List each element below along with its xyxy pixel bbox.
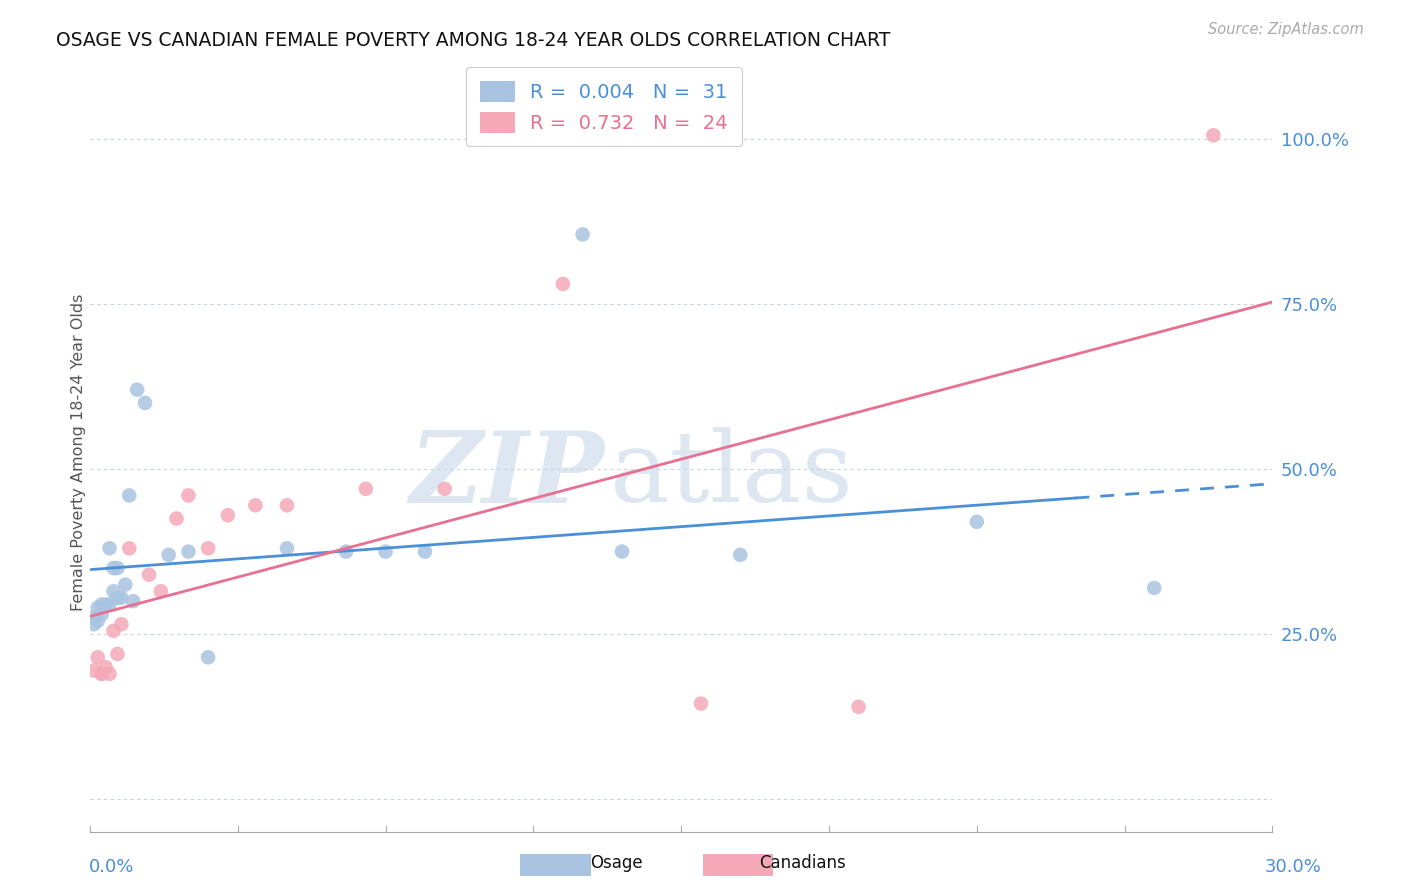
Point [551,277,574,291]
Point [276,541,298,556]
Point [87,614,110,628]
Point [107,647,129,661]
Point [87,600,110,615]
Text: ZIP: ZIP [409,427,605,524]
Point [689,697,711,711]
Text: Osage: Osage [591,855,643,872]
Point [354,482,377,496]
Point [217,508,239,523]
Point [197,541,219,556]
Point [166,511,188,525]
Point [730,548,752,562]
Point [610,544,633,558]
Text: Canadians: Canadians [759,855,846,872]
Point [90,598,112,612]
Point [87,650,110,665]
Point [114,577,136,591]
Text: 30.0%: 30.0% [1265,858,1322,876]
Point [138,567,160,582]
Point [83,617,105,632]
Point [134,396,156,410]
Point [107,591,129,605]
Point [433,482,456,496]
Point [98,666,121,681]
Point [149,584,172,599]
Point [966,515,988,529]
Point [90,666,112,681]
Point [83,664,105,678]
Point [103,624,125,638]
Point [245,499,267,513]
Point [413,544,436,558]
Point [98,541,121,556]
Point [83,610,105,624]
Point [103,584,125,599]
Point [94,660,117,674]
Point [276,499,298,513]
Text: OSAGE VS CANADIAN FEMALE POVERTY AMONG 18-24 YEAR OLDS CORRELATION CHART: OSAGE VS CANADIAN FEMALE POVERTY AMONG 1… [56,31,890,50]
Point [571,227,593,242]
Point [107,561,129,575]
Point [374,544,396,558]
Point [122,594,145,608]
Point [177,488,200,502]
Point [118,488,141,502]
Point [90,607,112,622]
Point [335,544,357,558]
Y-axis label: Female Poverty Among 18-24 Year Olds: Female Poverty Among 18-24 Year Olds [72,293,86,611]
Point [1143,581,1166,595]
Point [197,650,219,665]
Text: Source: ZipAtlas.com: Source: ZipAtlas.com [1208,22,1364,37]
Point [177,544,200,558]
Point [157,548,180,562]
Point [127,383,149,397]
Text: 0.0%: 0.0% [89,858,134,876]
Point [1202,128,1225,143]
Legend: R =  0.004   N =  31, R =  0.732   N =  24: R = 0.004 N = 31, R = 0.732 N = 24 [467,67,741,146]
Text: atlas: atlas [610,427,853,524]
Point [110,617,132,632]
Point [98,598,121,612]
Point [90,666,112,681]
Point [118,541,141,556]
Point [848,699,870,714]
Point [110,591,132,605]
Point [94,598,117,612]
Point [103,561,125,575]
